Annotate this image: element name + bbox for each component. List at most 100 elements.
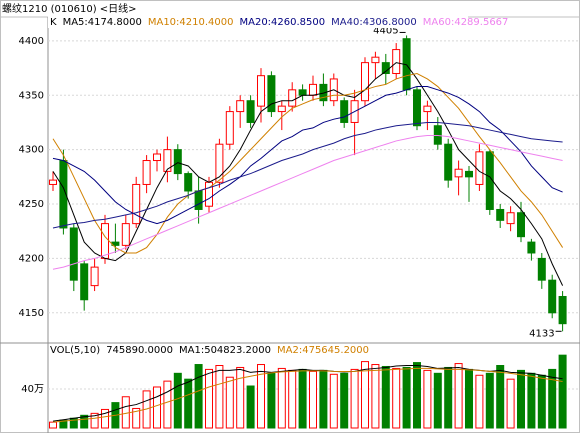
y-tick-label: 4150 — [19, 308, 44, 319]
volume-bar — [329, 373, 338, 429]
current-value: 745890.0000 — [106, 345, 173, 356]
volume-bar — [361, 361, 369, 429]
volume-bar — [444, 366, 453, 429]
y-tick-label: 4200 — [19, 253, 44, 264]
candle-body — [236, 100, 245, 113]
candle-body — [121, 223, 130, 246]
candle-body — [225, 111, 234, 145]
volume-bar — [184, 378, 193, 429]
volume-bar — [433, 372, 442, 429]
candle-body — [433, 125, 442, 145]
max-label: 4405 — [373, 25, 398, 36]
candle-body — [173, 149, 182, 175]
ma-line — [52, 367, 563, 423]
candle-body — [340, 100, 349, 123]
volume-bar — [298, 368, 307, 429]
volume-bar — [246, 385, 255, 429]
volume-bar — [163, 380, 172, 429]
volume-bar — [80, 414, 89, 429]
candle-body — [371, 56, 380, 64]
volume-bar — [465, 368, 473, 429]
ma-line — [52, 135, 563, 270]
legend-entry: MA5:4174.8000 — [63, 17, 142, 28]
candle-body — [465, 170, 473, 178]
legend-entry: MA60:4289.5667 — [423, 17, 509, 28]
volume-bar — [101, 408, 109, 429]
volume-bar — [485, 372, 494, 429]
legend-entry: MA1:504823.2000 — [179, 345, 271, 356]
candle-body — [215, 143, 224, 183]
volume-bar — [153, 386, 161, 429]
candle-body — [132, 183, 141, 225]
candle-body — [392, 49, 401, 75]
candle-body — [267, 75, 276, 113]
volume-bar — [225, 376, 234, 429]
candle-body — [49, 179, 57, 185]
volume-bar — [475, 374, 484, 429]
volume-bar — [309, 370, 317, 429]
legend-entry: MA40:4306.8000 — [331, 17, 417, 28]
candle-body — [153, 153, 161, 162]
volume-bar — [49, 421, 57, 429]
y-tick-label: 4350 — [19, 90, 44, 101]
legend-entry: MA2:475645.2000 — [277, 345, 369, 356]
volume-bar — [236, 366, 245, 429]
volume-bar — [121, 396, 130, 429]
candle-body — [485, 151, 494, 210]
panel-label: K — [50, 17, 57, 28]
candle-body — [163, 149, 172, 172]
candle-body — [69, 227, 78, 281]
candle-body — [246, 100, 255, 123]
ma-line — [52, 121, 563, 229]
panel-label: VOL(5,10) — [50, 345, 100, 356]
volume-bar — [381, 365, 390, 429]
volume-bar — [288, 369, 297, 429]
y-tick-label: 4250 — [19, 199, 44, 210]
candle-body — [319, 83, 328, 102]
candle-body — [444, 143, 453, 181]
y-tick-label: 4400 — [19, 36, 44, 47]
volume-bar — [267, 372, 276, 429]
volume-bar — [215, 365, 224, 429]
volume-bar — [90, 412, 99, 429]
legend-entry: MA20:4260.8500 — [239, 17, 325, 28]
volume-bar — [371, 364, 380, 429]
volume-bar — [517, 369, 525, 429]
volume-bar — [423, 369, 432, 429]
y-tick-label: 4300 — [19, 145, 44, 156]
candle-body — [194, 190, 203, 210]
candle-body — [548, 279, 557, 314]
volume-bar — [527, 372, 536, 429]
volume-bar — [340, 372, 349, 429]
candle-body — [527, 241, 536, 254]
candle-body — [454, 168, 463, 178]
candle-body — [80, 263, 89, 301]
volume-bar — [350, 368, 359, 429]
candle-body — [101, 223, 109, 259]
volume-bar — [132, 407, 141, 429]
ma-line — [52, 72, 564, 254]
candle-body — [423, 105, 432, 113]
ma-line — [52, 62, 564, 286]
legend-bg — [48, 16, 468, 28]
volume-bar — [548, 368, 557, 429]
header: 螺纹1210 (010610) <日线> — [2, 2, 137, 15]
min-label: 4133 — [529, 328, 554, 339]
candle-body — [184, 173, 193, 192]
candle-body — [506, 212, 515, 225]
candle-body — [298, 89, 307, 96]
candle-body — [537, 257, 546, 281]
candle-body — [413, 89, 421, 127]
volume-bar — [319, 369, 328, 429]
legend-entry: MA10:4210.4000 — [148, 17, 234, 28]
candle-body — [496, 208, 505, 221]
volume-bar — [413, 362, 421, 429]
candle-body — [142, 160, 151, 185]
candle-body — [277, 105, 286, 113]
volume-bar — [537, 374, 546, 429]
ma-line — [52, 86, 563, 225]
volume-bar — [454, 363, 463, 429]
volume-bar — [392, 367, 401, 429]
